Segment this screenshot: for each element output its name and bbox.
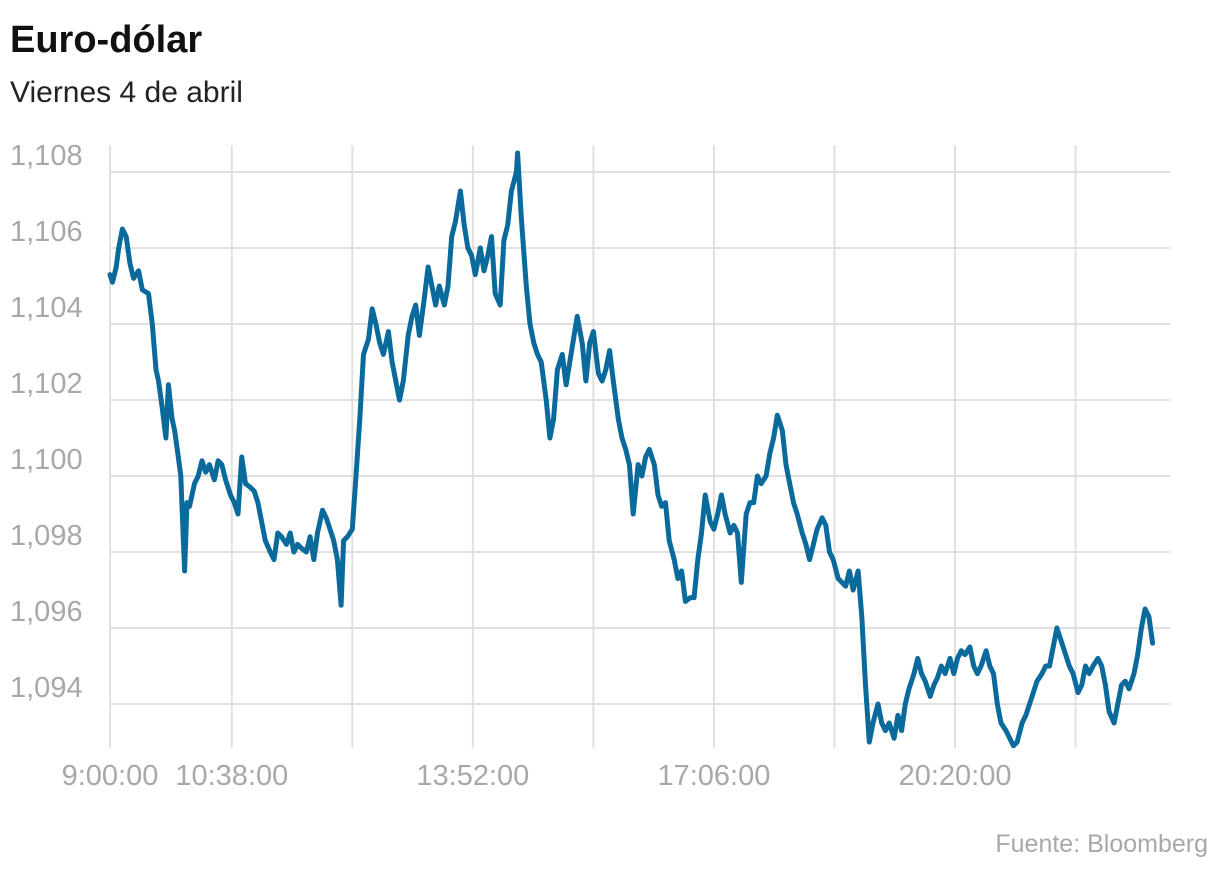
x-tick-label: 9:00:00 <box>62 760 159 792</box>
y-tick-label: 1,096 <box>10 596 83 628</box>
x-tick-label: 13:52:00 <box>416 760 529 792</box>
y-tick-label: 1,094 <box>10 672 83 704</box>
source-note: Fuente: Bloomberg <box>995 830 1208 858</box>
y-tick-label: 1,106 <box>10 216 83 248</box>
y-tick-label: 1,108 <box>10 140 83 172</box>
chart-subtitle: Viernes 4 de abril <box>10 76 243 109</box>
x-tick-label: 17:06:00 <box>657 760 770 792</box>
y-tick-label: 1,100 <box>10 444 83 476</box>
y-tick-label: 1,102 <box>10 368 83 400</box>
chart-title: Euro-dólar <box>10 19 202 61</box>
x-tick-label: 10:38:00 <box>175 760 288 792</box>
x-tick-label: 20:20:00 <box>899 760 1012 792</box>
y-tick-label: 1,098 <box>10 520 83 552</box>
y-tick-label: 1,104 <box>10 292 83 324</box>
price-line <box>107 150 1156 749</box>
